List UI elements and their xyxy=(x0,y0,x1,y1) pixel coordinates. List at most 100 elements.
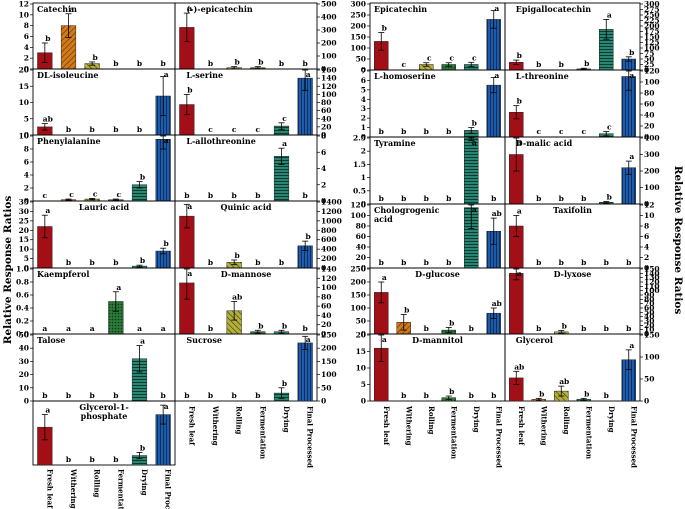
letter-dl-isoleucine-5: a xyxy=(164,70,169,79)
ytick-label-talose: 20 xyxy=(19,370,29,379)
letter-epicatechin-1: c xyxy=(401,60,406,69)
ytick-label-d-lyxose: 30 xyxy=(644,317,654,326)
letter-l-homoserine-3: b xyxy=(446,127,451,136)
xtick-label-2-2: Rolling xyxy=(427,406,436,435)
letter-d-malic-acid-3: b xyxy=(581,194,586,203)
letter-epigallocatechin-3: b xyxy=(584,59,589,68)
ytick-label-catechin: 6 xyxy=(24,32,29,41)
ytick-label-epigallocatechin: 275 xyxy=(644,5,660,14)
letter-phenylalanine-0: c xyxy=(43,191,48,200)
panel-d-lyxose: ab b b b b0102030405060708090100110120130140… xyxy=(504,265,660,339)
ytick-label-catechin: 0 xyxy=(24,65,29,74)
xtick-label-1-0: Fresh leaf xyxy=(187,406,196,446)
ytick-label-quinic-acid: 1400 xyxy=(321,198,342,207)
xtick-label-3-2: Rolling xyxy=(562,406,571,435)
letter-epigallocatechin-1: b xyxy=(536,60,541,69)
xtick-label-0-2: Rolling xyxy=(93,469,102,498)
letter-sucrose-1: b xyxy=(208,391,213,400)
letter-kaempferol-1: a xyxy=(66,324,71,333)
letter-sucrose-4: b xyxy=(282,379,287,388)
panel-title: L-homoserine xyxy=(374,71,436,81)
letter-glycerol-5: a xyxy=(629,341,634,350)
letter-d-mannose-4: b xyxy=(282,321,287,330)
letter-l-allothreonine-4: a xyxy=(282,139,287,148)
ytick-label-kaempferol: 0.4 xyxy=(16,304,29,313)
letter-chologrogenic-acid-1: b xyxy=(401,258,406,267)
letter-quinic-acid-1: b xyxy=(208,258,213,267)
ytick-label-epigallocatechin: 25 xyxy=(644,60,654,69)
letter-tyramine-5: b xyxy=(491,194,496,203)
ytick-label-l-serine: 100 xyxy=(321,90,337,99)
panel-title: Quinic acid xyxy=(220,202,271,212)
letter-d-mannose-0: a xyxy=(187,269,192,278)
letter-chologrogenic-acid-5: ab xyxy=(492,209,502,218)
ytick-label-taxifolin: 6 xyxy=(644,232,649,241)
ytick-label-l-homoserine: 7 xyxy=(361,67,366,76)
ytick-label-l-allothreonine: 6 xyxy=(321,148,326,157)
letter-l-serine-3: c xyxy=(256,125,261,134)
panel-title: Taxifolin xyxy=(553,205,592,215)
letter-d-mannose-1: b xyxy=(208,324,213,333)
ytick-label-d-glucose: 250 xyxy=(350,265,366,274)
letter-chologrogenic-acid-2: b xyxy=(424,258,429,267)
ytick-label-l-serine: 60 xyxy=(321,106,331,115)
ytick-label-epigallocatechin: 75 xyxy=(644,49,654,58)
letter-l-homoserine-5: a xyxy=(494,71,499,80)
letter-phenylalanine-3: c xyxy=(117,190,122,199)
letter-glycerol-2: ab xyxy=(559,377,569,386)
ytick-label-d-mannose: 120 xyxy=(321,274,337,283)
letter-epigallocatechin-5: b xyxy=(629,48,634,57)
ytick-label-l-homoserine: 3 xyxy=(361,104,366,113)
ytick-label-d-lyxose: 50 xyxy=(644,308,654,317)
panel-title: Glycerol-1-phosphate xyxy=(79,402,128,421)
xtick-label-2-0: Fresh leaf xyxy=(382,406,391,446)
letter-d-glucose-2: b xyxy=(424,324,429,333)
letter-dl-isoleucine-2: b xyxy=(90,125,95,134)
letter-epicatechin-0: b xyxy=(382,24,387,33)
ytick-label-epicatechin: 100 xyxy=(350,44,366,53)
ytick-label-lauric-acid: 20 xyxy=(19,226,29,235)
letter-d-glucose-3: b xyxy=(449,319,454,328)
panel-title: Epicatechin xyxy=(374,4,427,14)
ytick-label-l-allothreonine: 8 xyxy=(321,132,326,141)
letter-d-lyxose-0: a xyxy=(517,269,522,278)
ytick-label-epicatechin: 0 xyxy=(361,66,366,75)
letter-chologrogenic-acid-0: b xyxy=(379,258,384,267)
letter-phenylalanine-2: c xyxy=(93,189,98,198)
letter-talose-3: b xyxy=(113,391,118,400)
letter-l-serine-5: a xyxy=(306,70,311,79)
letter-quinic-acid-3: b xyxy=(255,258,260,267)
letter-d-mannose-3: b xyxy=(258,321,263,330)
panel-title: D-mannose xyxy=(221,269,272,279)
letter-epicatechin-2: b xyxy=(235,58,240,67)
ytick-label-phenylalanine: 8 xyxy=(24,145,29,154)
ytick-label-kaempferol: 1.0 xyxy=(16,265,29,274)
letter-dl-isoleucine-1: b xyxy=(66,125,71,134)
ytick-label-lauric-acid: 25 xyxy=(19,216,29,225)
ytick-label-phenylalanine: 2 xyxy=(24,184,29,193)
letter-tyramine-1: b xyxy=(401,194,406,203)
letter-catechin-4: b xyxy=(137,59,142,68)
panel-epicatechin: b c c c c a 0 50 100 150 200 250 300 Epicatechin xyxy=(350,0,506,75)
ytick-label-d-mannose: 80 xyxy=(321,292,331,301)
letter-l-threonine-2: c xyxy=(559,127,564,136)
letter-glycerol-1-phosphate-4: b xyxy=(140,443,145,452)
xtick-label-2-1: Withering xyxy=(404,405,413,446)
ytick-label-d-malic-acid: 200 xyxy=(644,167,660,176)
panel-talose: b b b b a b 0 10 20 30 40 50 Talose xyxy=(19,331,176,406)
xtick-label-1-2: Rolling xyxy=(235,406,244,435)
ytick-label-chologrogenic-acid: 0 xyxy=(361,264,366,273)
ytick-label-quinic-acid: 400 xyxy=(321,245,337,254)
ytick-label-l-serine: 40 xyxy=(321,114,331,123)
ytick-label-glycerol: 100 xyxy=(644,353,660,362)
letter-taxifolin-2: b xyxy=(559,258,564,267)
xtick-label-0-4: Drying xyxy=(140,469,149,496)
ytick-label-l-allothreonine: 0 xyxy=(321,197,326,206)
ytick-label-d-glucose: 50 xyxy=(356,317,366,326)
xtick-label-1-4: Drying xyxy=(282,406,291,433)
xtick-label-0-3: Fermentation xyxy=(116,469,125,509)
ytick-label-dl-isoleucine: 20 xyxy=(19,66,29,75)
panel-dl-isoleucine: ab b b b b a 0 5 10 15 20 DL-isoleucine xyxy=(19,66,176,140)
ytick-label-d-lyxose: 20 xyxy=(644,321,654,330)
panel-l-allothreonine: b b b b a b 0 2 4 6 8 L-allothreonine xyxy=(174,132,326,206)
